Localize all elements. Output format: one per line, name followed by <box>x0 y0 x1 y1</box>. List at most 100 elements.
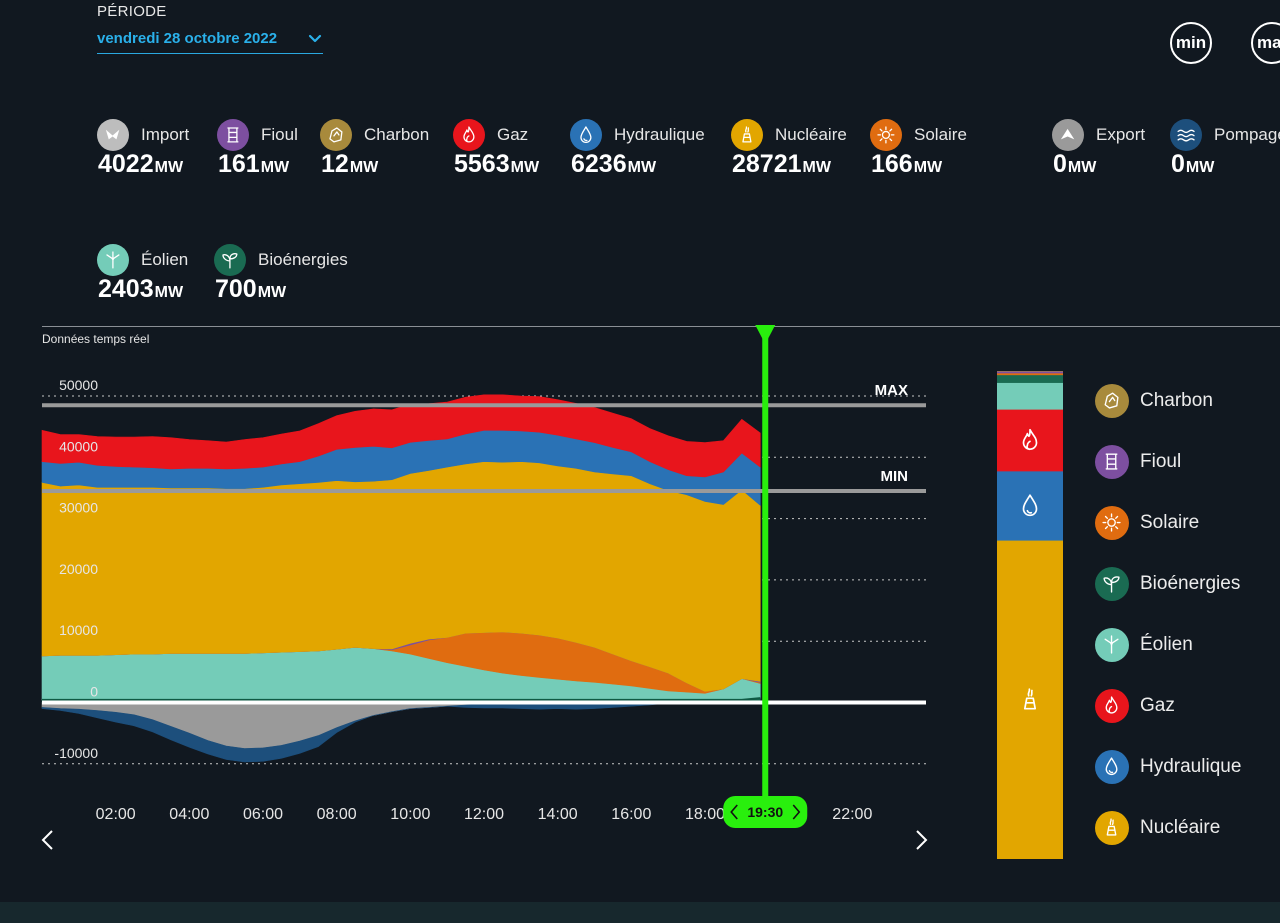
charbon-icon <box>320 119 352 151</box>
stat-name: Charbon <box>364 125 430 144</box>
stat-name: Nucléaire <box>775 125 847 144</box>
y-tick-label: 40000 <box>59 438 98 454</box>
stat-name: Bioénergies <box>258 250 348 269</box>
divider <box>42 326 1280 327</box>
stat-value: 0MW <box>1053 150 1097 178</box>
gaz-icon <box>1095 689 1129 723</box>
legend-item-nucleaire[interactable]: Nucléaire <box>1095 811 1275 845</box>
stat-value: 6236MW <box>571 150 657 178</box>
stat-value: 5563MW <box>454 150 540 178</box>
legend-item-gaz[interactable]: Gaz <box>1095 689 1275 723</box>
bioenergies-line <box>42 697 761 702</box>
current-bar-eolien <box>997 382 1063 410</box>
legend-label: Nucléaire <box>1140 817 1221 838</box>
gaz-icon <box>1022 428 1038 451</box>
y-tick-label: -10000 <box>54 745 98 761</box>
time-cursor-arrow[interactable] <box>755 325 776 344</box>
bioenergies-icon <box>1095 567 1129 601</box>
nucleaire-icon <box>1023 688 1037 710</box>
bioenergies-icon <box>214 244 246 276</box>
gaz-icon <box>453 119 485 151</box>
legend-item-fioul[interactable]: Fioul <box>1095 445 1275 479</box>
reference-label-min: MIN <box>881 468 909 485</box>
legend-label: Charbon <box>1140 390 1213 411</box>
periode-value: vendredi 28 octobre 2022 <box>97 30 278 47</box>
chevron-down-icon <box>308 34 322 43</box>
footer-bar <box>0 902 1280 923</box>
hydraulique-icon <box>570 119 602 151</box>
solaire-icon <box>870 119 902 151</box>
prev-arrow-icon[interactable] <box>41 830 53 850</box>
time-cursor-handle[interactable] <box>723 796 808 828</box>
y-tick-label: 20000 <box>59 561 98 577</box>
stat-name: Solaire <box>914 125 967 144</box>
next-arrow-icon[interactable] <box>916 830 928 850</box>
stat-name: Fioul <box>261 125 298 144</box>
legend-label: Gaz <box>1140 695 1175 716</box>
legend-label: Fioul <box>1140 451 1182 472</box>
x-tick-label: 22:00 <box>832 806 872 823</box>
import-icon <box>97 119 129 151</box>
charbon-icon <box>1095 384 1129 418</box>
gaz-area <box>41 394 761 478</box>
legend-item-bioenergies[interactable]: Bioénergies <box>1095 567 1275 601</box>
stat-name: Gaz <box>497 125 529 144</box>
x-tick-label: 04:00 <box>169 806 209 823</box>
pompage-icon <box>1170 119 1202 151</box>
periode-label: PÉRIODE <box>97 3 167 20</box>
legend-item-charbon[interactable]: Charbon <box>1095 384 1275 418</box>
cursor-arrows-icon <box>730 804 801 820</box>
legend-label: Bioénergies <box>1140 573 1241 594</box>
stat-value: 12MW <box>321 150 379 178</box>
nucleaire-icon <box>731 119 763 151</box>
nucleaire-icon <box>1095 811 1129 845</box>
current-bar-bioenergies <box>997 374 1063 383</box>
x-tick-label: 10:00 <box>390 806 430 823</box>
hydraulique-icon <box>1022 494 1038 517</box>
stat-value: 166MW <box>871 150 943 178</box>
fioul-icon <box>1095 445 1129 479</box>
y-tick-label: 0 <box>90 684 98 700</box>
x-tick-label: 18:00 <box>685 806 725 823</box>
current-bar-charbon <box>997 371 1063 372</box>
stat-name: Pompage <box>1214 125 1280 144</box>
reference-label-max: MAX <box>875 382 908 399</box>
current-bar-gaz <box>997 409 1063 472</box>
legend-label: Éolien <box>1140 634 1193 655</box>
stat-value: 0MW <box>1171 150 1215 178</box>
stat-value: 700MW <box>215 275 287 303</box>
max-button[interactable]: max <box>1251 22 1280 64</box>
production-chart: MAX MIN -10000 0 10000 20000 30000 40000 50000 0… <box>41 325 1063 859</box>
y-tick-label: 50000 <box>59 377 98 393</box>
min-button[interactable]: min <box>1170 22 1212 64</box>
time-cursor-label: 19:30 <box>747 804 783 820</box>
x-tick-label: 08:00 <box>317 806 357 823</box>
x-tick-label: 02:00 <box>96 806 136 823</box>
export-icon <box>1052 119 1084 151</box>
stat-name: Éolien <box>141 250 189 269</box>
x-tick-label: 12:00 <box>464 806 504 823</box>
solaire-icon <box>1095 506 1129 540</box>
legend-label: Hydraulique <box>1140 756 1242 777</box>
x-tick-label: 14:00 <box>538 806 578 823</box>
legend-item-solaire[interactable]: Solaire <box>1095 506 1275 540</box>
stat-value: 28721MW <box>732 150 831 178</box>
stat-value: 161MW <box>218 150 290 178</box>
x-tick-label: 16:00 <box>611 806 651 823</box>
stat-name: Hydraulique <box>614 125 705 144</box>
current-bar-fioul <box>997 371 1063 374</box>
hydraulique-icon <box>1095 750 1129 784</box>
legend-label: Solaire <box>1140 512 1200 533</box>
stat-value: 2403MW <box>98 275 184 303</box>
stat-value: 4022MW <box>98 150 184 178</box>
legend-item-eolien[interactable]: Éolien <box>1095 628 1275 662</box>
current-bar-hydraulique <box>997 470 1063 541</box>
eolien-icon <box>97 244 129 276</box>
stat-name: Export <box>1096 125 1146 144</box>
current-bar-solaire <box>997 372 1063 376</box>
stat-name: Import <box>141 125 190 144</box>
periode-dropdown[interactable]: vendredi 28 octobre 2022 <box>97 30 323 54</box>
current-bar-nucleaire <box>997 540 1063 859</box>
legend-item-hydraulique[interactable]: Hydraulique <box>1095 750 1275 784</box>
y-tick-label: 30000 <box>59 500 98 516</box>
